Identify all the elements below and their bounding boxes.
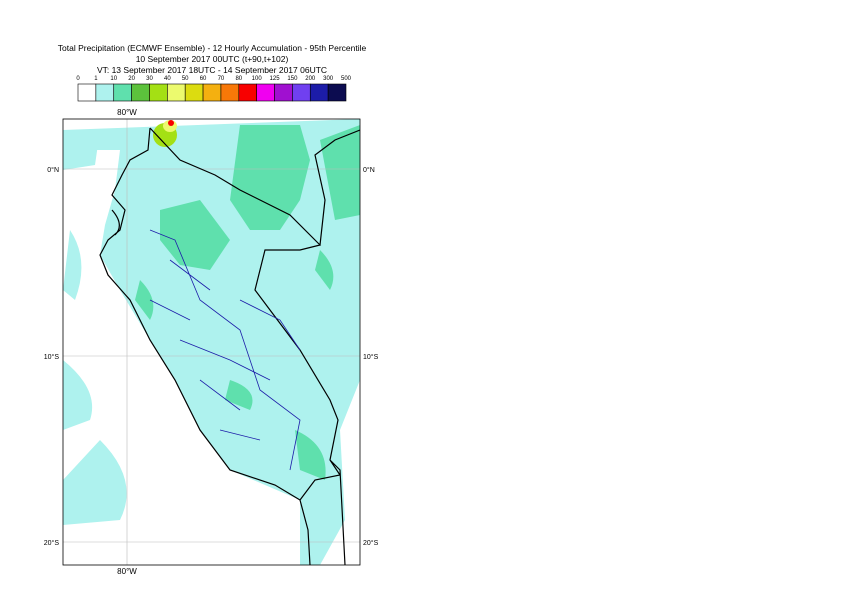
lat-label: 0°N: [47, 166, 59, 174]
lat-label: 20°S: [363, 539, 379, 547]
legend-swatch: [131, 83, 150, 102]
legend-label: 1: [94, 76, 98, 82]
legend-label: 300: [323, 76, 334, 82]
legend-label: 30: [146, 76, 153, 82]
legend-label: 10: [110, 76, 117, 82]
lat-label: 0°N: [363, 166, 375, 174]
subtitle: 10 September 2017 00UTC (t+90,t+102): [136, 54, 289, 64]
lat-label: 10°S: [363, 353, 379, 361]
title: Total Precipitation (ECMWF Ensemble) - 1…: [58, 43, 367, 53]
lat-label: 10°S: [44, 353, 60, 361]
legend-swatch: [95, 83, 115, 102]
legend-swatch: [327, 83, 347, 102]
legend-swatch: [292, 83, 311, 102]
legend-label: 100: [252, 76, 263, 82]
legend-label: 40: [164, 76, 171, 82]
map-frame: [62, 118, 361, 566]
legend-swatch: [238, 83, 257, 102]
legend-swatch: [309, 83, 329, 102]
map: [63, 119, 360, 565]
legend-label: 125: [270, 76, 281, 82]
legend-label: 150: [287, 76, 298, 82]
legend-swatch: [184, 83, 204, 102]
lon-label: 80°W: [117, 567, 137, 576]
legend-swatch: [77, 83, 97, 102]
legend-swatch: [167, 83, 186, 102]
legend-label: 60: [200, 76, 207, 82]
legend: 0 1 10 20 30 40 50 60 70 80 100 125 150 200 300 500: [76, 76, 352, 102]
lat-label: 20°S: [44, 539, 60, 547]
legend-label: 20: [128, 76, 135, 82]
lat-labels: 0°N 0°N 10°S 10°S 20°S 20°S: [44, 166, 379, 547]
legend-label: 80: [235, 76, 242, 82]
legend-label: 500: [341, 76, 352, 82]
valid-time: VT: 13 September 2017 18UTC - 14 Septemb…: [97, 65, 327, 75]
legend-swatch: [202, 83, 222, 102]
lon-label: 80°W: [117, 108, 137, 117]
legend-label: 50: [182, 76, 189, 82]
legend-swatch: [113, 83, 132, 102]
legend-swatch: [220, 83, 240, 102]
legend-swatch: [274, 83, 293, 102]
legend-label: 0: [76, 76, 80, 82]
legend-label: 200: [305, 76, 316, 82]
legend-swatch: [256, 83, 275, 102]
legend-swatch: [149, 83, 168, 102]
legend-label: 70: [218, 76, 225, 82]
